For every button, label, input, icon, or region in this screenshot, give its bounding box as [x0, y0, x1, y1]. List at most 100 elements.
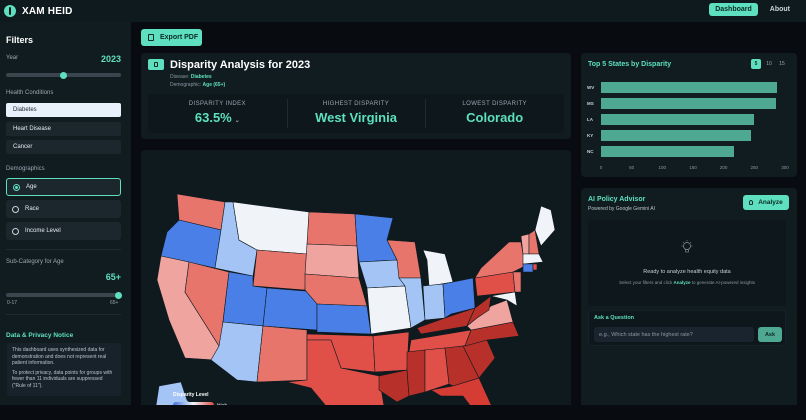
hint-post: to generate AI-powered insights [690, 280, 756, 285]
radio-selected-icon [13, 183, 20, 191]
main-nav: Dashboard About [709, 3, 796, 16]
state-sd [304, 243, 360, 279]
top5-title: Top 5 States by Disparity [588, 61, 672, 68]
privacy-text-2: To protect privacy, data points for grou… [12, 369, 113, 389]
stat-label: DISPARITY INDEX [188, 101, 246, 107]
state-oh [442, 277, 476, 319]
bar-row: WV [587, 82, 785, 93]
state-mo [366, 285, 412, 335]
range-max-label: 65+ [110, 300, 119, 306]
report-icon [148, 59, 164, 70]
state-la [378, 369, 410, 403]
stat-value: West Virginia [315, 110, 397, 125]
condition-diabetes[interactable]: Diabetes [6, 103, 121, 117]
x-tick: 0 [599, 165, 603, 170]
subcategory-label: Sub-Category for Age [6, 259, 64, 265]
disease-value: Diabetes [190, 74, 212, 80]
hint-pre: Select your filters and click [618, 280, 674, 285]
stat-disparity-index: DISPARITY INDEX 63.5% ⌄ [148, 94, 287, 133]
state-nj [512, 271, 522, 293]
privacy-text-1: This dashboard uses synthesized data for… [12, 347, 107, 366]
range-min-label: 0-17 [7, 300, 18, 306]
disparity-index-value: 63.5% [194, 110, 232, 125]
stat-highest-disparity: HIGHEST DISPARITY West Virginia [286, 94, 426, 133]
year-slider-thumb[interactable] [60, 71, 67, 79]
ai-ready-text: Ready to analyze health equity data [643, 269, 731, 275]
demographic-label: Demographic: [170, 82, 202, 88]
nav-about[interactable]: About [769, 6, 790, 13]
year-value: 2023 [100, 54, 121, 64]
ask-button[interactable]: Ask [758, 327, 782, 342]
state-mi [422, 249, 454, 287]
bar-row: LA [587, 114, 785, 125]
x-tick: 150 [689, 165, 697, 170]
state-tx [286, 339, 386, 420]
bottom-strip [0, 405, 806, 420]
demographic-meta: Demographic: Age (65+) [170, 82, 225, 88]
bar-row: NC [587, 146, 785, 157]
privacy-notice: This dashboard uses synthesized data for… [7, 343, 121, 396]
analyze-label: Analyze [758, 199, 783, 206]
lightbulb-icon [749, 200, 754, 205]
bar-nc[interactable] [601, 146, 734, 157]
bar-row: MS [587, 98, 785, 109]
analyze-button[interactable]: Analyze [743, 195, 789, 210]
state-me [534, 205, 556, 247]
condition-cancer[interactable]: Cancer [6, 140, 121, 154]
top-n-15[interactable]: 15 [779, 61, 785, 67]
page-title: Disparity Analysis for 2023 [170, 59, 311, 71]
radio-icon [12, 205, 19, 213]
bar-ky[interactable] [601, 130, 751, 141]
year-label: Year [6, 55, 19, 61]
demographic-income[interactable]: Income Level [6, 222, 121, 240]
demographic-age[interactable]: Age [6, 178, 121, 196]
app-title: XAM HEID [22, 5, 73, 17]
stats-row: DISPARITY INDEX 63.5% ⌄ HIGHEST DISPARITY… [148, 94, 564, 133]
ai-hint-text: Select your filters and click Analyze to… [588, 280, 786, 285]
state-nd [306, 211, 358, 247]
year-slider[interactable] [6, 71, 121, 79]
top-n-5[interactable]: 5 [751, 59, 761, 69]
bar-chart: WV MS LA KY NC [587, 82, 785, 162]
subcategory-slider[interactable] [6, 291, 122, 299]
demographic-race-label: Race [25, 206, 40, 212]
export-pdf-button[interactable]: Export PDF [141, 29, 202, 46]
stat-label: LOWEST DISPARITY [462, 101, 527, 107]
us-map-svg[interactable] [141, 150, 571, 420]
stat-label: HIGHEST DISPARITY [322, 101, 390, 107]
subcategory-slider-thumb[interactable] [115, 291, 122, 299]
document-icon [148, 34, 154, 41]
nav-dashboard[interactable]: Dashboard [709, 3, 758, 16]
bar-label: LA [587, 117, 593, 122]
us-choropleth-map[interactable]: Disparity Level Low High [141, 150, 571, 420]
ai-empty-state: Ready to analyze health equity data Sele… [588, 220, 786, 306]
ai-policy-advisor: AI Policy Advisor Powered by Google Gemi… [581, 188, 797, 420]
x-tick: 50 [629, 165, 635, 170]
x-tick: 300 [781, 165, 789, 170]
bar-la[interactable] [601, 114, 754, 125]
state-wy [252, 249, 308, 291]
logo[interactable]: XAM HEID [4, 5, 73, 17]
state-ar [372, 331, 410, 373]
bar-label: KY [587, 133, 594, 138]
demographic-race[interactable]: Race [6, 200, 121, 218]
x-axis: 0 50 100 150 200 250 300 [599, 165, 789, 173]
bar-wv[interactable] [601, 82, 777, 93]
chevron-down-icon[interactable]: ⌄ [234, 118, 240, 124]
condition-heart-disease[interactable]: Heart Disease [6, 122, 121, 136]
state-nm [256, 325, 308, 383]
state-il [398, 277, 426, 329]
stat-lowest-disparity: LOWEST DISPARITY Colorado [425, 94, 564, 133]
divider [6, 249, 121, 250]
state-md [490, 291, 518, 307]
privacy-title: Data & Privacy Notice [6, 332, 74, 339]
top-n-10[interactable]: 10 [766, 61, 772, 67]
export-pdf-label: Export PDF [160, 34, 199, 41]
stat-value[interactable]: 63.5% ⌄ [148, 110, 287, 125]
question-input[interactable] [594, 327, 754, 342]
ask-question-box: Ask a Question Ask [588, 310, 786, 346]
filters-sidebar: Filters Year 2023 Health Conditions Diab… [0, 22, 131, 405]
bar-ms[interactable] [601, 98, 776, 109]
top-n-selector: 5 10 15 [748, 59, 787, 69]
ai-subtitle: Powered by Google Gemini AI [588, 206, 655, 212]
